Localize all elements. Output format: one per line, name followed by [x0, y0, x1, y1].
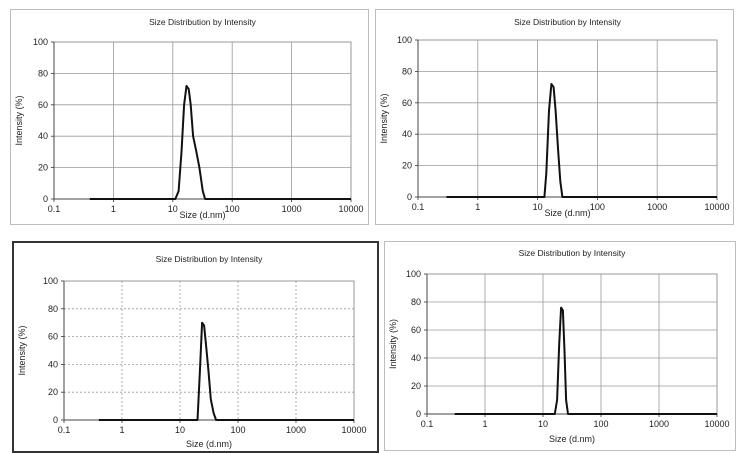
chart-svg-1: 0 20 40 60 80 100 0.1 1 10 100 1000 10000 Size Distr… [14, 17, 364, 220]
y-tick-label: 80 [48, 304, 58, 314]
series-line-1 [98, 321, 354, 421]
y-tick-label: 40 [411, 353, 421, 363]
chart-title: Size Distribution by Intensity [514, 17, 622, 27]
x-tick-label: 10 [533, 202, 543, 212]
chart-title: Size Distribution by Intensity [156, 254, 264, 264]
x-tick-label: 1 [119, 425, 124, 435]
y-axis-title: Intensity (%) [14, 95, 24, 145]
y-tick-label: 20 [411, 381, 421, 391]
y-tick-label: 60 [402, 98, 412, 108]
y-tick-label: 0 [43, 194, 48, 204]
y-axis-title: Intensity (%) [17, 325, 27, 375]
x-tick-label: 10000 [704, 419, 729, 429]
y-tick-label: 100 [397, 35, 412, 45]
x-tick-label: 100 [590, 202, 605, 212]
y-tick-label: 60 [38, 100, 48, 110]
chart-title: Size Distribution by Intensity [149, 17, 257, 27]
y-tick-label: 60 [411, 325, 421, 335]
plot-area [63, 280, 355, 421]
chart-title: Size Distribution by Intensity [519, 248, 627, 258]
y-tick-label: 60 [48, 332, 58, 342]
y-tick-label: 100 [406, 269, 421, 279]
y-tick-label: 0 [53, 415, 58, 425]
y-tick-label: 80 [411, 297, 421, 307]
x-tick-label: 1 [482, 419, 487, 429]
y-tick-label: 100 [43, 276, 58, 286]
chart-svg-2: 0 20 40 60 80 100 0.1 1 10 100 1000 10000 Size Distr… [379, 17, 730, 218]
x-tick-label: 10000 [704, 202, 729, 212]
x-tick-label: 10 [175, 425, 185, 435]
y-axis-title: Intensity (%) [388, 319, 398, 369]
x-tick-label: 100 [225, 204, 240, 214]
y-tick-label: 80 [38, 68, 48, 78]
x-tick-label: 10 [538, 419, 548, 429]
y-tick-label: 20 [48, 387, 58, 397]
plot-area [53, 41, 352, 200]
x-tick-label: 10 [168, 204, 178, 214]
x-tick-label: 1000 [649, 419, 669, 429]
y-tick-label: 0 [407, 192, 412, 202]
y-tick-label: 20 [38, 163, 48, 173]
chart-panel-2: 0 20 40 60 80 100 0.1 1 10 100 1000 10000 Size Distr… [375, 9, 734, 225]
y-tick-label: 20 [402, 161, 412, 171]
y-tick-label: 40 [48, 359, 58, 369]
chart-svg-4: 0 20 40 60 80 100 0.1 1 10 100 1000 10000 Size Distr… [388, 248, 730, 444]
chart-panel-3: 0 20 40 60 80 100 0.1 1 10 100 1000 10000 Size Distr… [12, 241, 379, 453]
plot-area [426, 273, 718, 415]
y-axis-title: Intensity (%) [379, 93, 389, 143]
x-axis-title: Size (d.nm) [549, 434, 595, 444]
x-tick-label: 10000 [341, 425, 366, 435]
series-line-1 [89, 85, 351, 200]
series-line-1 [454, 306, 717, 415]
x-tick-label: 100 [230, 425, 245, 435]
y-tick-label: 80 [402, 66, 412, 76]
x-tick-label: 1000 [286, 425, 306, 435]
y-tick-label: 40 [402, 129, 412, 139]
y-tick-label: 40 [38, 131, 48, 141]
x-tick-label: 0.1 [48, 204, 61, 214]
x-tick-label: 1 [475, 202, 480, 212]
y-tick-label: 100 [33, 37, 48, 47]
x-tick-label: 1 [111, 204, 116, 214]
x-axis-title: Size (d.nm) [186, 439, 232, 449]
x-tick-label: 1000 [282, 204, 302, 214]
series-line-1 [446, 83, 717, 198]
plot-area [417, 39, 718, 198]
x-axis-title: Size (d.nm) [544, 208, 590, 218]
chart-panel-4: 0 20 40 60 80 100 0.1 1 10 100 1000 10000 Size Distr… [384, 241, 736, 451]
x-tick-label: 0.1 [412, 202, 425, 212]
x-axis-title: Size (d.nm) [179, 210, 225, 220]
x-tick-label: 100 [593, 419, 608, 429]
chart-panel-1: 0 20 40 60 80 100 0.1 1 10 100 1000 10000 Size Distr… [10, 9, 369, 225]
x-tick-label: 10000 [338, 204, 363, 214]
x-tick-label: 0.1 [421, 419, 434, 429]
y-tick-label: 0 [416, 409, 421, 419]
x-tick-label: 1000 [647, 202, 667, 212]
chart-svg-3: 0 20 40 60 80 100 0.1 1 10 100 1000 10000 Size Distr… [17, 254, 367, 449]
x-tick-label: 0.1 [58, 425, 71, 435]
